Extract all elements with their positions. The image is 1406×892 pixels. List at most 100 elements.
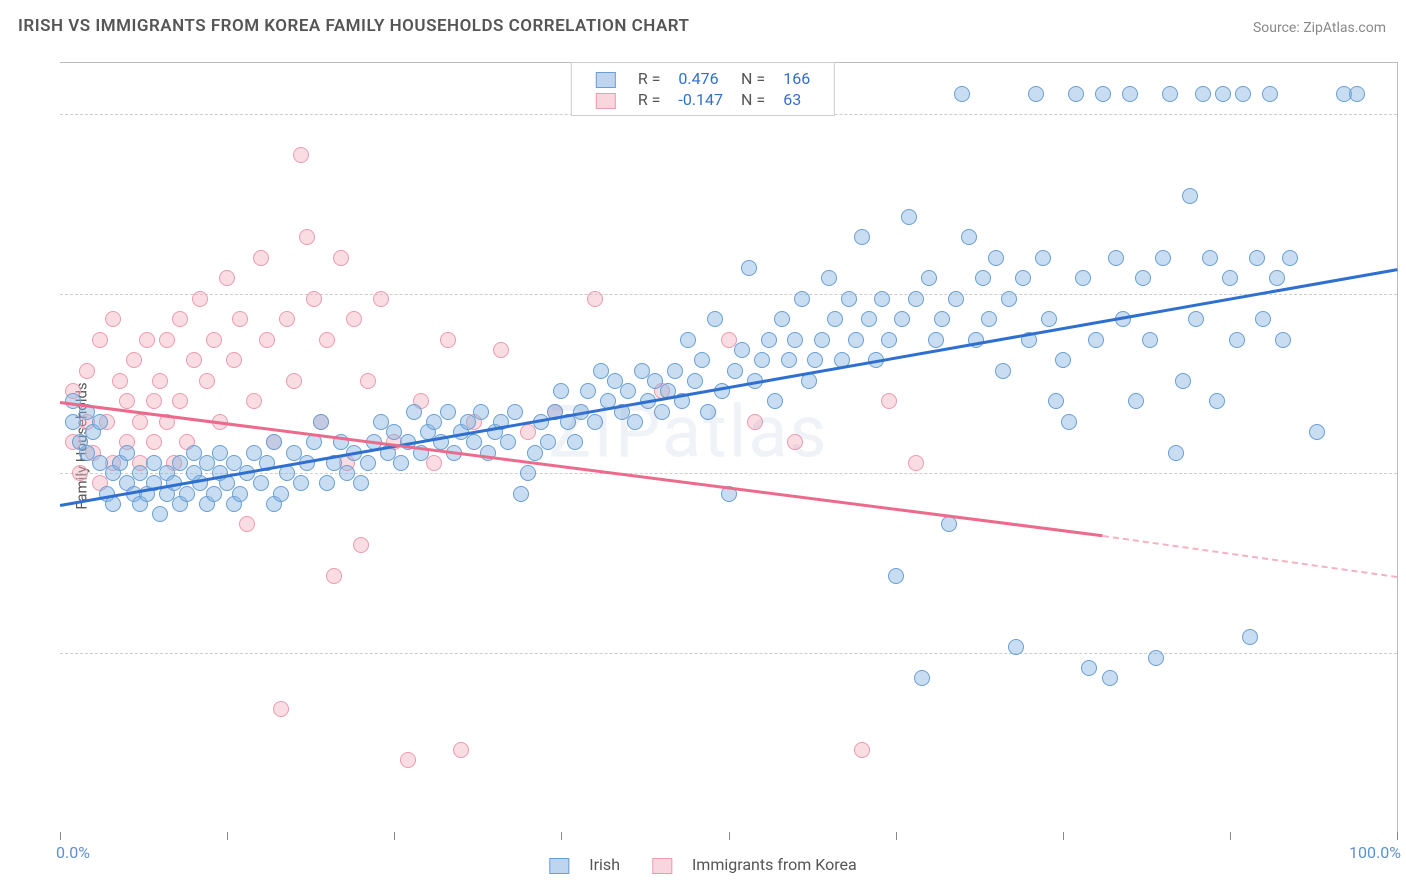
data-point xyxy=(1088,332,1104,348)
x-tick-label: 100.0% xyxy=(1349,843,1401,862)
data-point xyxy=(313,414,329,430)
data-point xyxy=(1048,393,1064,409)
data-point xyxy=(192,291,208,307)
data-point xyxy=(65,414,81,430)
data-point xyxy=(286,373,302,389)
gridline xyxy=(60,473,1397,474)
data-point xyxy=(1081,660,1097,676)
data-point xyxy=(226,352,242,368)
data-point xyxy=(1242,629,1258,645)
x-tick-label: 0.0% xyxy=(56,843,90,862)
data-point xyxy=(259,332,275,348)
data-point xyxy=(1122,86,1138,102)
x-tick xyxy=(60,832,61,840)
data-point xyxy=(400,752,416,768)
data-point xyxy=(299,229,315,245)
n-label: N = xyxy=(733,90,773,109)
data-point xyxy=(995,363,1011,379)
data-point xyxy=(1262,86,1278,102)
data-point xyxy=(1269,270,1285,286)
swatch-pink-icon xyxy=(596,93,616,109)
data-point xyxy=(975,270,991,286)
data-point xyxy=(908,291,924,307)
data-point xyxy=(246,393,262,409)
data-point xyxy=(1155,250,1171,266)
data-point xyxy=(908,455,924,471)
data-point xyxy=(854,229,870,245)
data-point xyxy=(734,342,750,358)
n-label: N = xyxy=(733,69,773,88)
data-point xyxy=(553,383,569,399)
data-point xyxy=(687,373,703,389)
data-point xyxy=(741,260,757,276)
data-point xyxy=(767,393,783,409)
data-point xyxy=(1075,270,1091,286)
data-point xyxy=(1148,650,1164,666)
data-point xyxy=(1008,639,1024,655)
x-tick xyxy=(896,832,897,840)
data-point xyxy=(473,404,489,420)
data-point xyxy=(353,537,369,553)
data-point xyxy=(72,465,88,481)
data-point xyxy=(1235,86,1251,102)
data-point xyxy=(219,270,235,286)
data-point xyxy=(253,250,269,266)
data-point xyxy=(1028,86,1044,102)
data-point xyxy=(888,568,904,584)
data-point xyxy=(172,311,188,327)
data-point xyxy=(440,332,456,348)
data-point xyxy=(1041,311,1057,327)
x-tick xyxy=(1063,832,1064,840)
data-point xyxy=(232,311,248,327)
data-point xyxy=(881,393,897,409)
data-point xyxy=(507,404,523,420)
data-point xyxy=(854,742,870,758)
data-point xyxy=(172,393,188,409)
data-point xyxy=(426,414,442,430)
data-point xyxy=(406,404,422,420)
chart-title: IRISH VS IMMIGRANTS FROM KOREA FAMILY HO… xyxy=(18,16,690,36)
legend-row-korea: R = -0.147 N = 63 xyxy=(588,90,818,109)
data-point xyxy=(1309,424,1325,440)
data-point xyxy=(1188,311,1204,327)
data-point xyxy=(781,352,797,368)
data-point xyxy=(279,311,295,327)
data-point xyxy=(92,332,108,348)
data-point xyxy=(306,291,322,307)
data-point xyxy=(105,496,121,512)
data-point xyxy=(293,147,309,163)
data-point xyxy=(1068,86,1084,102)
trend-line xyxy=(1103,535,1397,578)
data-point xyxy=(146,393,162,409)
data-point xyxy=(694,352,710,368)
data-point xyxy=(1162,86,1178,102)
correlation-legend: R = 0.476 N = 166 R = -0.147 N = 63 xyxy=(571,62,835,116)
legend-row-irish: R = 0.476 N = 166 xyxy=(588,69,818,88)
data-point xyxy=(1175,373,1191,389)
data-point xyxy=(1015,270,1031,286)
data-point xyxy=(232,486,248,502)
gridline xyxy=(60,294,1397,295)
data-point xyxy=(520,424,536,440)
data-point xyxy=(360,455,376,471)
attribution-text: Source: ZipAtlas.com xyxy=(1253,20,1386,36)
data-point xyxy=(253,475,269,491)
data-point xyxy=(159,332,175,348)
data-point xyxy=(319,475,335,491)
data-point xyxy=(928,332,944,348)
data-point xyxy=(881,332,897,348)
data-point xyxy=(1249,250,1265,266)
data-point xyxy=(206,486,222,502)
data-point xyxy=(266,434,282,450)
swatch-blue-icon xyxy=(596,72,616,88)
data-point xyxy=(700,404,716,420)
data-point xyxy=(453,742,469,758)
data-point xyxy=(105,311,121,327)
data-point xyxy=(667,363,683,379)
data-point xyxy=(620,383,636,399)
data-point xyxy=(707,311,723,327)
data-point xyxy=(1168,445,1184,461)
x-tick xyxy=(227,832,228,840)
r-label: R = xyxy=(630,69,669,88)
data-point xyxy=(513,486,529,502)
